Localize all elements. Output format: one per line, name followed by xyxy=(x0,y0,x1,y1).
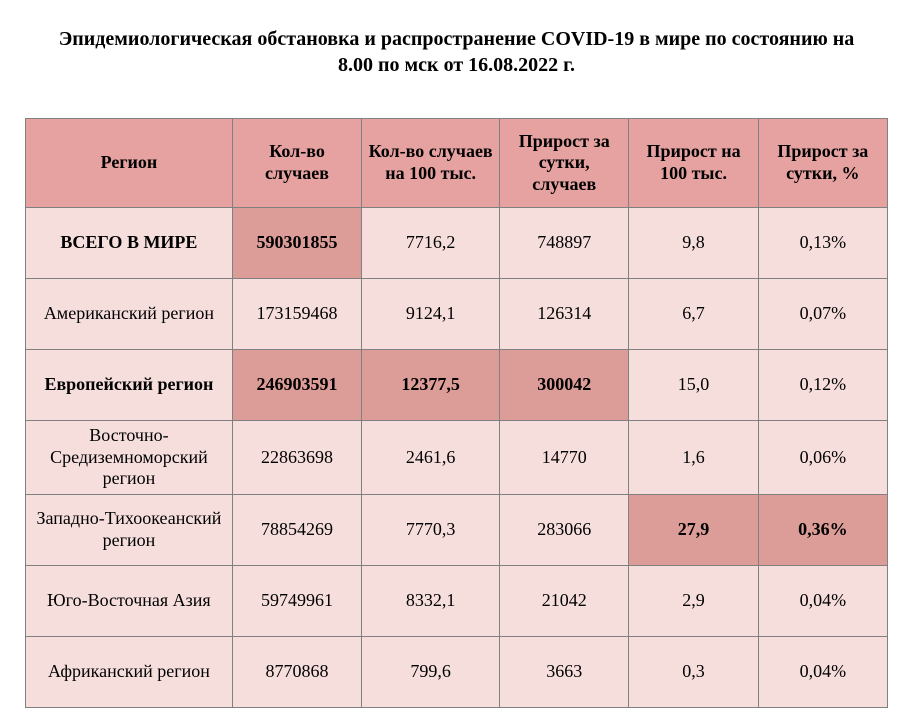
table-cell: 6,7 xyxy=(629,279,758,350)
table-cell: 3663 xyxy=(500,636,629,707)
table-cell: 8770868 xyxy=(232,636,361,707)
table-row: Юго-Восточная Азия597499618332,1210422,9… xyxy=(26,565,888,636)
col-inc-100k: Прирост на 100 тыс. xyxy=(629,119,758,208)
table-cell: 7716,2 xyxy=(362,208,500,279)
table-cell: 748897 xyxy=(500,208,629,279)
table-cell: ВСЕГО В МИРЕ xyxy=(26,208,233,279)
table-cell: 9124,1 xyxy=(362,279,500,350)
col-region: Регион xyxy=(26,119,233,208)
table-cell: 8332,1 xyxy=(362,565,500,636)
table-cell: Восточно-Средиземноморский регион xyxy=(26,421,233,495)
table-cell: Африканский регион xyxy=(26,636,233,707)
table-cell: 0,04% xyxy=(758,565,887,636)
table-cell: Американский регион xyxy=(26,279,233,350)
table-row: Европейский регион24690359112377,5300042… xyxy=(26,350,888,421)
table-cell: 15,0 xyxy=(629,350,758,421)
table-cell: 590301855 xyxy=(232,208,361,279)
table-row: Западно-Тихоокеанский регион788542697770… xyxy=(26,494,888,565)
table-cell: 126314 xyxy=(500,279,629,350)
col-inc-pct: Прирост за сутки, % xyxy=(758,119,887,208)
table-cell: 78854269 xyxy=(232,494,361,565)
table-cell: 283066 xyxy=(500,494,629,565)
table-cell: 0,12% xyxy=(758,350,887,421)
table-cell: 2461,6 xyxy=(362,421,500,495)
table-cell: 12377,5 xyxy=(362,350,500,421)
covid-table: Регион Кол-во случаев Кол-во случаев на … xyxy=(25,118,888,708)
table-row: Восточно-Средиземноморский регион2286369… xyxy=(26,421,888,495)
table-row: Африканский регион8770868799,636630,30,0… xyxy=(26,636,888,707)
table-cell: 21042 xyxy=(500,565,629,636)
table-cell: Западно-Тихоокеанский регион xyxy=(26,494,233,565)
table-cell: 1,6 xyxy=(629,421,758,495)
table-cell: 0,13% xyxy=(758,208,887,279)
table-cell: 0,07% xyxy=(758,279,887,350)
table-cell: 246903591 xyxy=(232,350,361,421)
table-row: ВСЕГО В МИРЕ5903018557716,27488979,80,13… xyxy=(26,208,888,279)
col-cases: Кол-во случаев xyxy=(232,119,361,208)
table-row: Американский регион1731594689124,1126314… xyxy=(26,279,888,350)
table-cell: 0,3 xyxy=(629,636,758,707)
table-cell: 0,06% xyxy=(758,421,887,495)
table-cell: 27,9 xyxy=(629,494,758,565)
table-cell: 799,6 xyxy=(362,636,500,707)
table-cell: Европейский регион xyxy=(26,350,233,421)
table-header-row: Регион Кол-во случаев Кол-во случаев на … xyxy=(26,119,888,208)
page-title: Эпидемиологическая обстановка и распрост… xyxy=(47,26,867,78)
table-cell: 0,36% xyxy=(758,494,887,565)
table-cell: 9,8 xyxy=(629,208,758,279)
table-cell: 7770,3 xyxy=(362,494,500,565)
table-cell: 14770 xyxy=(500,421,629,495)
table-cell: 173159468 xyxy=(232,279,361,350)
table-cell: 2,9 xyxy=(629,565,758,636)
col-daily-inc: Прирост за сутки, случаев xyxy=(500,119,629,208)
col-cases-100k: Кол-во случаев на 100 тыс. xyxy=(362,119,500,208)
table-cell: 0,04% xyxy=(758,636,887,707)
table-cell: 59749961 xyxy=(232,565,361,636)
table-cell: 22863698 xyxy=(232,421,361,495)
table-cell: 300042 xyxy=(500,350,629,421)
table-cell: Юго-Восточная Азия xyxy=(26,565,233,636)
table-body: ВСЕГО В МИРЕ5903018557716,27488979,80,13… xyxy=(26,208,888,708)
